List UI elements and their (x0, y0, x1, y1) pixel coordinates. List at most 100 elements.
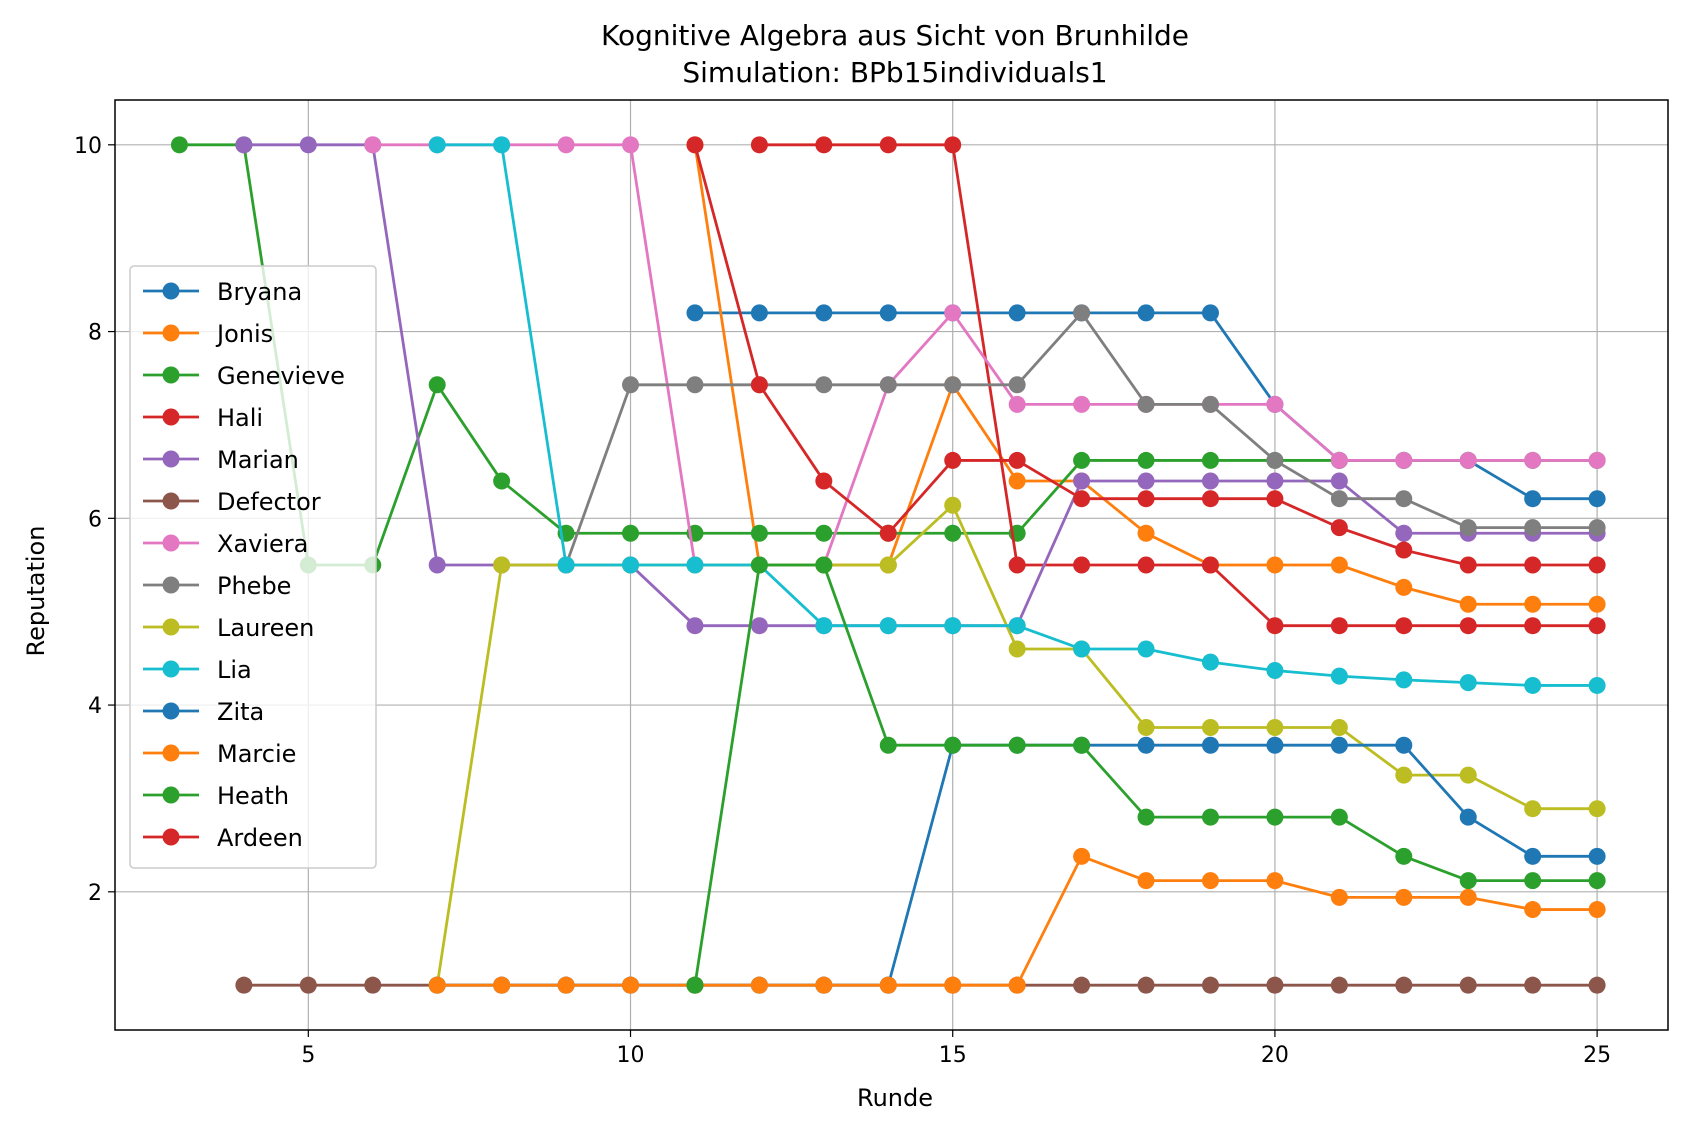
data-point-marcie (428, 976, 446, 994)
data-point-marcie (1008, 976, 1026, 994)
legend-label: Lia (217, 656, 252, 684)
data-point-marcie (815, 976, 833, 994)
data-point-defector (364, 976, 382, 994)
legend-item-defector: Defector (143, 488, 321, 516)
data-point-genevieve (493, 472, 511, 490)
legend-swatch-marker (162, 450, 180, 468)
data-point-lia (1524, 676, 1542, 694)
data-point-hali (815, 136, 833, 154)
legend-item-lia: Lia (143, 656, 252, 684)
series-marcie (428, 847, 1606, 994)
data-point-bryana (879, 304, 897, 322)
data-point-ardeen (1073, 490, 1091, 508)
data-point-phebe (1588, 519, 1606, 537)
data-point-marian (299, 136, 317, 154)
data-point-ardeen (1330, 519, 1348, 537)
data-point-laureen (1137, 718, 1155, 736)
data-point-lia (879, 617, 897, 635)
data-point-heath (1524, 872, 1542, 890)
legend: Bryana Jonis Genevieve Hali Marian Defector Xa… (129, 265, 377, 869)
data-point-phebe (815, 376, 833, 394)
y-tick-label: 2 (88, 881, 102, 906)
series-lia (428, 136, 1606, 694)
data-point-laureen (1588, 800, 1606, 818)
data-point-ardeen (944, 451, 962, 469)
legend-item-hali: Hali (143, 404, 263, 432)
y-tick-label: 6 (88, 507, 102, 532)
data-point-lia (1073, 640, 1091, 658)
y-tick-label: 4 (88, 694, 102, 719)
data-point-marian (235, 136, 253, 154)
y-tick-label: 8 (88, 321, 102, 346)
data-point-lia (428, 136, 446, 154)
data-point-lia (1588, 676, 1606, 694)
data-point-heath (1008, 736, 1026, 754)
data-point-genevieve (944, 524, 962, 542)
data-point-marcie (622, 976, 640, 994)
data-point-laureen (1266, 718, 1284, 736)
y-axis-label: Reputation (22, 526, 50, 657)
data-point-xaviera (1008, 395, 1026, 413)
legend-swatch-marker (162, 534, 180, 552)
series-ardeen (686, 136, 1606, 574)
data-point-heath (815, 556, 833, 574)
legend-swatch-marker (162, 324, 180, 342)
data-point-marian (686, 617, 704, 635)
legend-swatch-marker (162, 618, 180, 636)
x-axis-label: Runde (857, 1084, 933, 1112)
data-point-bryana (815, 304, 833, 322)
data-point-marcie (944, 976, 962, 994)
data-point-zita (1588, 847, 1606, 865)
data-point-heath (1459, 872, 1477, 890)
data-point-xaviera (557, 136, 575, 154)
legend-swatch-marker (162, 702, 180, 720)
data-point-genevieve (1201, 451, 1219, 469)
data-point-hali (750, 136, 768, 154)
data-point-marcie (1137, 872, 1155, 890)
x-tick-label: 25 (1583, 1043, 1611, 1068)
data-point-laureen (879, 556, 897, 574)
data-point-defector (1330, 976, 1348, 994)
data-point-heath (1073, 736, 1091, 754)
legend-box (129, 265, 377, 869)
legend-label: Defector (217, 488, 321, 516)
data-point-jonis (1137, 524, 1155, 542)
legend-item-phebe: Phebe (143, 572, 291, 600)
legend-label: Genevieve (217, 362, 345, 390)
data-point-bryana (1201, 304, 1219, 322)
data-point-zita (1524, 847, 1542, 865)
legend-item-jonis: Jonis (143, 320, 273, 348)
series-line-hali (759, 143, 1598, 628)
data-point-heath (944, 736, 962, 754)
data-point-ardeen (1201, 490, 1219, 508)
data-point-hali (1008, 556, 1026, 574)
data-point-marcie (493, 976, 511, 994)
data-point-phebe (622, 376, 640, 394)
data-point-marian (1073, 472, 1091, 490)
data-point-hali (1201, 556, 1219, 574)
legend-item-xaviera: Xaviera (143, 530, 308, 558)
data-point-lia (1201, 653, 1219, 671)
legend-item-ardeen: Ardeen (143, 824, 303, 852)
data-point-heath (1201, 808, 1219, 826)
data-point-marian (1137, 472, 1155, 490)
data-point-genevieve (1073, 451, 1091, 469)
data-point-defector (235, 976, 253, 994)
legend-swatch-marker (162, 744, 180, 762)
data-point-laureen (493, 556, 511, 574)
series-heath (686, 556, 1606, 994)
legend-item-genevieve: Genevieve (143, 362, 345, 390)
x-tick-label: 20 (1261, 1043, 1289, 1068)
data-point-phebe (1073, 304, 1091, 322)
data-point-zita (1137, 736, 1155, 754)
data-point-lia (557, 556, 575, 574)
data-point-jonis (1330, 556, 1348, 574)
data-point-defector (1459, 976, 1477, 994)
chart-subtitle: Simulation: BPb15individuals1 (682, 56, 1107, 89)
data-point-marian (1330, 472, 1348, 490)
data-point-marian (750, 617, 768, 635)
data-point-ardeen (1266, 490, 1284, 508)
series-line-xaviera (372, 143, 1598, 567)
data-point-phebe (686, 376, 704, 394)
data-point-jonis (1008, 472, 1026, 490)
